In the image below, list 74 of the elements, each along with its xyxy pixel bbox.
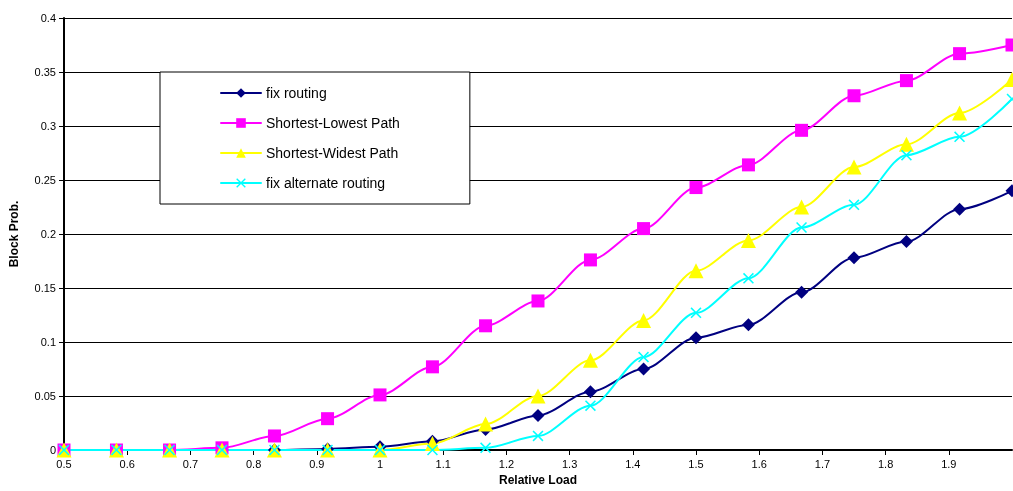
point bbox=[953, 202, 967, 216]
point bbox=[321, 412, 335, 426]
point bbox=[532, 430, 544, 442]
point bbox=[794, 199, 810, 215]
y-tick-label: 0.15 bbox=[34, 282, 56, 294]
y-tick-label: 0.2 bbox=[40, 228, 56, 240]
x-tick-label: 1.9 bbox=[941, 457, 957, 470]
point bbox=[953, 47, 967, 61]
legend-label: fix routing bbox=[266, 85, 327, 101]
point bbox=[531, 408, 545, 422]
y-tick-label: 0.4 bbox=[40, 12, 56, 24]
x-tick-label: 1.5 bbox=[688, 457, 704, 470]
point bbox=[847, 89, 861, 103]
point bbox=[899, 235, 913, 249]
point bbox=[582, 352, 598, 368]
point bbox=[426, 444, 438, 456]
legend-label: Shortest-Lowest Path bbox=[266, 115, 400, 131]
x-tick-label: 0.7 bbox=[182, 457, 199, 470]
point bbox=[795, 285, 809, 299]
x-tick-label: 1.1 bbox=[435, 457, 451, 470]
point bbox=[740, 232, 756, 248]
legend-label: Shortest-Widest Path bbox=[266, 145, 399, 161]
x-tick-label: 1.3 bbox=[561, 457, 578, 470]
x-tick-label: 1.2 bbox=[498, 457, 515, 470]
point bbox=[373, 388, 387, 402]
y-tick-label: 0.05 bbox=[34, 390, 56, 402]
x-tick-label: 0.6 bbox=[119, 457, 135, 470]
point bbox=[847, 251, 861, 265]
point bbox=[583, 385, 597, 399]
point bbox=[531, 294, 545, 308]
point bbox=[795, 123, 809, 137]
point bbox=[478, 416, 494, 432]
point bbox=[267, 429, 281, 443]
point bbox=[899, 74, 913, 88]
x-tick-label: 1.6 bbox=[751, 457, 767, 470]
x-axis-title: Relative Load bbox=[498, 473, 578, 487]
x-tick-label: 0.5 bbox=[56, 457, 72, 470]
x-tick-label: 1.8 bbox=[877, 457, 894, 470]
point bbox=[690, 307, 702, 319]
y-tick-label: 0.25 bbox=[34, 174, 56, 186]
point bbox=[952, 105, 968, 121]
point bbox=[689, 331, 703, 345]
point bbox=[954, 131, 966, 143]
x-tick-label: 0.9 bbox=[309, 457, 325, 470]
y-axis-title: Block Prob. bbox=[7, 200, 21, 268]
point bbox=[480, 442, 492, 454]
point bbox=[425, 360, 439, 374]
y-tick-label: 0.35 bbox=[34, 66, 56, 78]
x-tick-label: 0.8 bbox=[245, 457, 262, 470]
point bbox=[636, 312, 652, 328]
point bbox=[689, 181, 703, 195]
point bbox=[742, 272, 754, 284]
legend-label: fix alternate routing bbox=[266, 175, 386, 191]
point bbox=[583, 253, 597, 267]
x-tick-label: 1.4 bbox=[625, 457, 641, 470]
y-tick-label: 0.1 bbox=[40, 336, 56, 348]
point bbox=[637, 222, 651, 236]
point bbox=[530, 388, 546, 404]
point bbox=[584, 400, 596, 412]
point bbox=[846, 159, 862, 175]
point bbox=[741, 318, 755, 332]
point bbox=[796, 222, 808, 234]
point bbox=[638, 351, 650, 363]
point bbox=[637, 362, 651, 376]
point bbox=[900, 149, 912, 161]
x-tick-label: 1.7 bbox=[814, 457, 831, 470]
point bbox=[898, 136, 914, 152]
y-tick-label: 0 bbox=[49, 444, 56, 456]
y-tick-label: 0.3 bbox=[40, 120, 56, 132]
point bbox=[848, 199, 860, 211]
x-tick-label: 1 bbox=[376, 457, 384, 470]
point bbox=[479, 319, 493, 333]
point bbox=[741, 158, 755, 172]
point bbox=[688, 263, 704, 279]
